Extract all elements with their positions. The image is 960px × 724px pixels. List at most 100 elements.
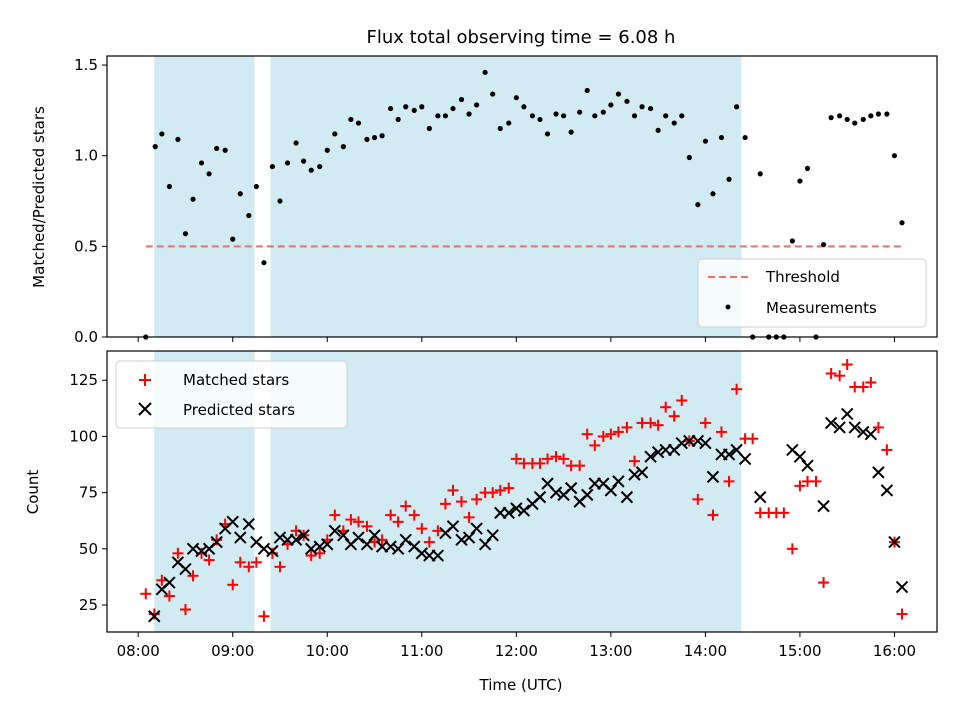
- predicted-star-stroke: [163, 576, 176, 589]
- predicted-star-stroke: [352, 531, 365, 544]
- matched-star-point: [558, 453, 570, 465]
- legend-threshold-label: Threshold: [765, 268, 840, 286]
- predicted-star-point: [840, 407, 854, 421]
- matched-star-point: [463, 511, 475, 523]
- measurement-point: [190, 196, 196, 202]
- measurement-point: [639, 104, 645, 110]
- matched-star-point: [542, 453, 554, 465]
- measurement-point: [647, 105, 654, 112]
- bottom-x-tick-label: 10:00: [306, 642, 349, 660]
- matched-star-point: [447, 484, 459, 496]
- predicted-star-stroke: [446, 520, 460, 533]
- predicted-star-stroke: [706, 470, 720, 484]
- predicted-star-stroke: [864, 427, 878, 441]
- predicted-star-stroke: [722, 448, 736, 461]
- measurement-point: [679, 113, 685, 119]
- matched-star-point: [668, 410, 680, 422]
- predicted-star-point: [635, 466, 649, 479]
- predicted-star-point: [833, 421, 846, 434]
- bottom-plot-frame: [106, 350, 938, 633]
- predicted-star-point: [297, 529, 310, 542]
- predicted-star-stroke: [612, 475, 625, 488]
- legend-measurement-swatch: [725, 304, 731, 310]
- predicted-star-point: [502, 506, 515, 520]
- bottom-x-tick-label: 12:00: [495, 642, 538, 660]
- matched-star-point: [211, 534, 223, 546]
- top-plot-frame: [106, 55, 938, 338]
- predicted-star-stroke: [754, 490, 767, 504]
- matched-star-point: [503, 482, 515, 494]
- matched-star-point: [786, 543, 798, 555]
- predicted-star-stroke: [328, 524, 342, 538]
- top-axes: 0.0 0.5 1.0 1.5: [74, 55, 938, 346]
- predicted-star-point: [675, 436, 688, 450]
- predicted-star-point: [651, 445, 665, 459]
- measurement-point: [506, 120, 512, 126]
- predicted-star-point: [455, 533, 468, 547]
- measurement-point: [466, 111, 472, 117]
- top-y-axis-label: Matched/Predicted stars: [30, 106, 48, 288]
- bottom-x-tick-label: 11:00: [400, 642, 443, 660]
- predicted-star-stroke: [597, 477, 610, 490]
- matched-star-point: [810, 475, 822, 487]
- measurement-point: [435, 113, 441, 119]
- predicted-star-stroke: [313, 540, 326, 553]
- measurement-point: [655, 127, 661, 133]
- chart-title: Flux total observing time = 6.08 h: [367, 27, 676, 48]
- measurement-point: [702, 138, 708, 144]
- predicted-star-stroke: [644, 450, 657, 463]
- predicted-star-stroke: [533, 490, 547, 504]
- predicted-star-stroke: [541, 477, 554, 490]
- predicted-star-stroke: [266, 544, 279, 558]
- measurement-point: [340, 144, 346, 150]
- matched-star-point: [881, 444, 893, 456]
- measurement-point: [891, 153, 898, 159]
- predicted-star-stroke: [297, 529, 310, 542]
- bottom-y-tick-label: 100: [69, 427, 98, 445]
- predicted-star-stroke: [699, 436, 712, 450]
- predicted-star-point: [895, 580, 909, 594]
- predicted-star-stroke: [691, 434, 705, 448]
- matched-star-point: [258, 610, 270, 622]
- matched-star-point: [778, 507, 790, 519]
- matched-star-point: [385, 509, 397, 521]
- predicted-star-stroke: [321, 538, 334, 551]
- predicted-star-point: [691, 434, 705, 448]
- predicted-star-stroke: [250, 535, 263, 549]
- predicted-star-point: [195, 544, 208, 558]
- x-axis-label: Time (UTC): [479, 676, 563, 694]
- matched-star-point: [148, 608, 160, 620]
- measurement-point: [710, 191, 716, 197]
- predicted-star-stroke: [478, 538, 492, 551]
- measurement-point: [442, 113, 449, 119]
- matched-star-point: [274, 561, 286, 573]
- matched-star-point: [534, 457, 546, 469]
- measurement-point: [379, 133, 385, 139]
- matched-star-point: [361, 520, 373, 532]
- measurement-point: [458, 96, 465, 103]
- legend-predicted-label: Predicted stars: [183, 401, 295, 419]
- measurement-point: [584, 87, 590, 94]
- predicted-star-point: [517, 504, 531, 517]
- measurement-point: [308, 167, 314, 173]
- measurement-point: [513, 95, 519, 101]
- measurement-point: [797, 178, 803, 184]
- measurement-point: [253, 183, 259, 190]
- matched-star-point: [352, 516, 364, 528]
- matched-star-point: [794, 480, 806, 492]
- predicted-star-stroke: [880, 484, 894, 497]
- predicted-star-point: [148, 610, 161, 623]
- predicted-star-stroke: [635, 466, 649, 479]
- predicted-star-point: [431, 549, 445, 562]
- matched-star-point: [707, 509, 719, 521]
- measurement-point: [875, 111, 881, 117]
- predicted-star-stroke: [872, 466, 885, 479]
- predicted-star-stroke: [651, 445, 665, 459]
- measurement-point: [371, 134, 378, 141]
- matched-star-point: [652, 419, 664, 431]
- predicted-star-stroke: [273, 531, 287, 544]
- predicted-star-stroke: [242, 517, 256, 531]
- predicted-star-point: [226, 515, 239, 529]
- measurement-point: [497, 125, 503, 132]
- bottom-x-tick-label: 09:00: [211, 642, 254, 660]
